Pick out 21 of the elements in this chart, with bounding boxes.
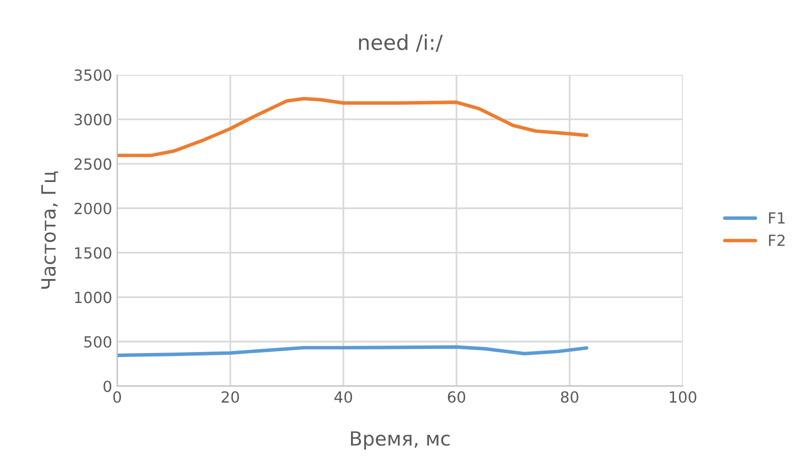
x-tick-label: 100: [670, 391, 696, 403]
chart-title: need /i:/: [359, 34, 443, 52]
y-tick-label: 3000: [74, 114, 112, 126]
x-axis-title: Время, мс: [351, 431, 450, 450]
y-tick-label: 3500: [74, 69, 112, 81]
x-tick-label: 20: [222, 391, 239, 403]
legend-label: F1: [769, 212, 785, 224]
x-tick-label: 40: [334, 391, 352, 403]
y-axis-title: Частота, Гц: [41, 171, 58, 289]
y-tick-label: 2500: [74, 158, 112, 170]
y-tick-label: 0: [104, 380, 112, 392]
legend-label: F2: [769, 234, 785, 246]
x-tick-label: 0: [113, 391, 122, 403]
y-tick-label: 500: [84, 336, 112, 348]
line-series: [117, 96, 588, 158]
y-tick-label: 1500: [75, 247, 112, 259]
x-tick-label: 80: [560, 391, 578, 403]
y-tick-label: 1000: [75, 292, 112, 304]
line-series: [117, 345, 588, 358]
x-tick-label: 60: [448, 391, 466, 403]
y-tick-label: 2000: [74, 202, 112, 214]
